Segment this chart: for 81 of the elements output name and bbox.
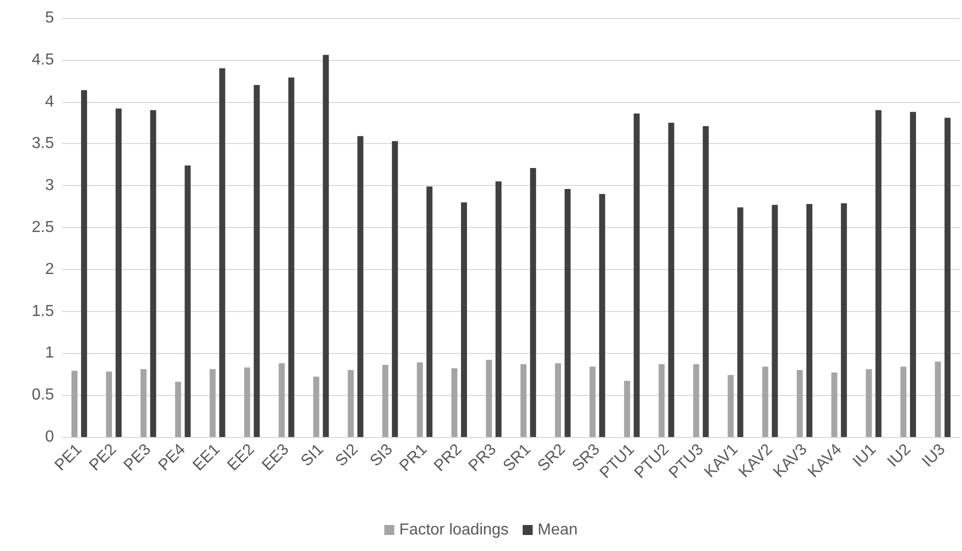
x-tick-label: SI3 (367, 440, 396, 470)
x-tick-label: SI2 (332, 440, 362, 470)
x-tick-label: IU3 (919, 440, 949, 471)
bar (668, 122, 674, 437)
x-tick-label: EE2 (224, 440, 258, 474)
bar (244, 367, 250, 437)
x-tick-label: PE3 (120, 440, 154, 474)
y-tick-label: 2 (45, 260, 54, 278)
bar (728, 374, 734, 437)
x-tick-label: PE2 (86, 440, 120, 474)
bar (762, 366, 768, 437)
bar (658, 364, 665, 437)
x-tick-label: PE1 (52, 440, 86, 474)
bar (288, 78, 294, 437)
x-tick-label: IU1 (850, 440, 880, 471)
x-tick-label: EE3 (259, 440, 293, 474)
bar (219, 68, 226, 437)
bar (392, 141, 398, 437)
bar (322, 54, 329, 437)
bar (520, 364, 526, 437)
y-tick-label: 0.5 (32, 386, 54, 404)
bar (737, 207, 744, 437)
bar (278, 363, 285, 437)
x-tick-label: SI1 (298, 440, 328, 470)
bar (81, 90, 88, 437)
x-tick-label: EE1 (190, 440, 224, 474)
legend-label: Factor loadings (399, 522, 509, 538)
bar (634, 114, 640, 437)
x-tick-label: SR2 (534, 440, 569, 476)
bar (140, 369, 147, 437)
y-tick-label: 4 (45, 93, 54, 110)
x-tick-label: PE4 (156, 440, 189, 474)
bar (866, 369, 872, 437)
x-tick-label: IU2 (884, 440, 914, 471)
bar (693, 364, 700, 437)
bar (116, 108, 122, 437)
bar (900, 366, 906, 437)
bar (564, 188, 571, 437)
y-tick-label: 5 (45, 10, 54, 26)
bar (796, 370, 803, 437)
bar (555, 363, 562, 437)
bar (486, 360, 492, 437)
bar (313, 376, 320, 437)
legend-label: Mean (538, 522, 578, 538)
y-tick-label: 1 (45, 344, 54, 362)
bar (496, 181, 502, 437)
bar (934, 362, 941, 437)
bar (348, 370, 354, 437)
y-tick-label: 4.5 (32, 51, 54, 68)
bar (806, 204, 812, 437)
bar (416, 362, 423, 437)
bar (150, 110, 156, 437)
y-tick-label: 3 (45, 177, 54, 194)
y-tick-label: 2.5 (32, 219, 54, 236)
bar (460, 202, 467, 437)
bar (772, 204, 778, 437)
bar (624, 380, 630, 437)
bar (530, 168, 536, 437)
x-tick-label: SR1 (500, 440, 534, 476)
bar (910, 112, 916, 437)
bar (944, 118, 951, 437)
bar (184, 165, 191, 437)
bar (106, 372, 112, 437)
bar (702, 126, 709, 437)
y-tick-label: 1.5 (32, 302, 54, 320)
bar (875, 110, 882, 437)
bar (357, 136, 364, 437)
bar (382, 364, 388, 437)
bar (840, 203, 847, 437)
bar (451, 368, 458, 437)
bar (71, 370, 78, 437)
y-tick-label: 0 (45, 428, 54, 446)
x-tick-label: PR1 (396, 440, 431, 476)
y-tick-label: 3.5 (32, 135, 54, 152)
bar (254, 85, 260, 437)
bar (426, 186, 432, 437)
bar (599, 194, 606, 437)
bar (590, 366, 596, 437)
bar (175, 382, 182, 437)
bar (210, 369, 216, 437)
bar (831, 372, 838, 437)
